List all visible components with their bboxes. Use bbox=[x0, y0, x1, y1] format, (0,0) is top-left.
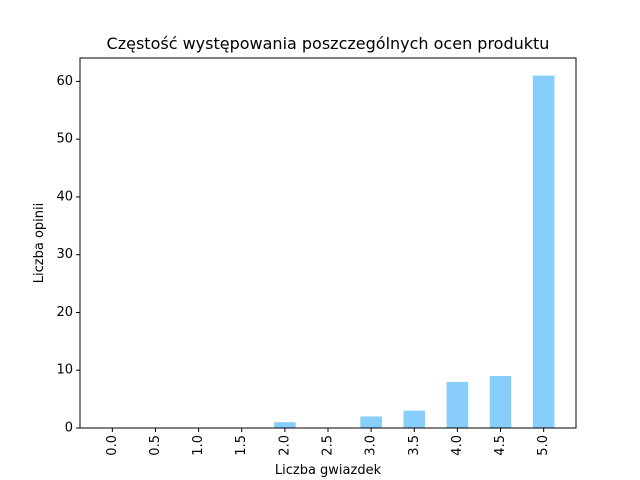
y-axis-ticks: 0 10 20 30 40 50 60 bbox=[56, 74, 80, 436]
bars-group bbox=[274, 75, 555, 429]
chart-title: Częstość występowania poszczególnych oce… bbox=[107, 34, 550, 53]
x-tick-label: 0.5 bbox=[148, 435, 163, 456]
y-tick-label: 0 bbox=[65, 421, 73, 436]
x-tick-label: 2.0 bbox=[277, 435, 292, 456]
y-tick-label: 50 bbox=[56, 132, 73, 147]
x-tick-label: 3.0 bbox=[364, 435, 379, 456]
y-tick-label: 40 bbox=[56, 189, 73, 204]
y-tick-label: 60 bbox=[56, 74, 73, 89]
x-tick-label: 0.0 bbox=[105, 435, 120, 456]
x-tick-label: 1.5 bbox=[234, 435, 249, 456]
y-tick-label: 30 bbox=[56, 247, 73, 262]
plot-frame bbox=[79, 57, 577, 429]
bar-5.0 bbox=[532, 75, 555, 429]
bar-2.0 bbox=[274, 422, 296, 428]
y-tick-label: 10 bbox=[56, 363, 73, 378]
x-axis-ticks: 0.0 0.5 1.0 1.5 2.0 2.5 3.0 3.5 4.0 4.5 5.0 bbox=[105, 428, 551, 456]
x-tick-label: 2.5 bbox=[321, 435, 336, 456]
x-tick-label: 5.0 bbox=[536, 435, 551, 456]
x-axis-label: Liczba gwiazdek bbox=[275, 463, 382, 478]
y-axis-label: Liczba opinii bbox=[32, 203, 47, 283]
y-tick-label: 20 bbox=[56, 305, 73, 320]
x-tick-label: 4.5 bbox=[493, 435, 508, 456]
x-tick-label: 4.0 bbox=[450, 435, 465, 456]
bar-3.5 bbox=[403, 410, 426, 428]
x-tick-label: 3.5 bbox=[407, 435, 422, 456]
bar-4.5 bbox=[489, 376, 512, 428]
bar-3.0 bbox=[360, 416, 382, 428]
bar-4.0 bbox=[446, 381, 469, 428]
x-tick-label: 1.0 bbox=[191, 435, 206, 456]
